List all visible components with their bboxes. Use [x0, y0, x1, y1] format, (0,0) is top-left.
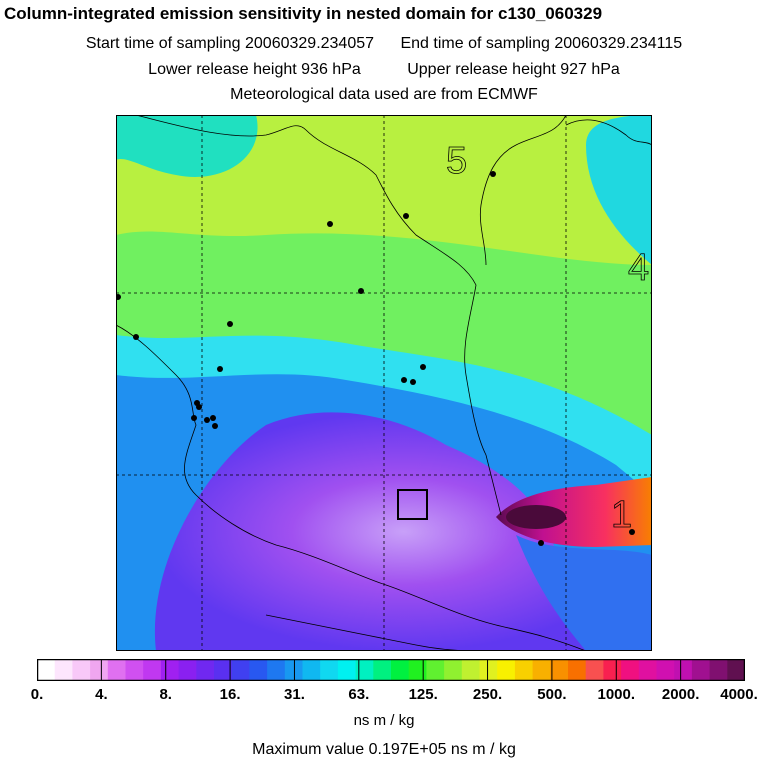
station-dot — [191, 415, 197, 421]
colorbar-swatch — [461, 659, 480, 681]
colorbar-swatch — [302, 659, 321, 681]
colorbar-frame — [37, 659, 745, 681]
colorbar-swatch — [284, 659, 303, 681]
station-dot — [204, 417, 210, 423]
colorbar-tick-label: 250. — [472, 686, 503, 703]
colorbar-swatch — [37, 659, 56, 681]
colorbar-swatch — [249, 659, 268, 681]
colorbar-swatch — [638, 659, 657, 681]
colorbar-swatch — [178, 659, 197, 681]
maximum-value: Maximum value 0.197E+05 ns m / kg — [252, 741, 516, 758]
colorbar-swatch — [267, 659, 286, 681]
colorbar-swatch — [727, 659, 745, 681]
plume-core — [506, 505, 566, 529]
station-dot — [212, 423, 218, 429]
map-label-4: 4 — [628, 247, 649, 289]
station-dot — [327, 221, 333, 227]
station-dot — [217, 366, 223, 372]
map-frame — [116, 115, 652, 651]
colorbar-tick-label: 63. — [348, 686, 370, 703]
colorbar-swatch — [391, 659, 410, 681]
colorbar-swatch — [107, 659, 126, 681]
colorbar-swatch — [444, 659, 463, 681]
station-dot — [116, 294, 121, 300]
station-dot — [227, 321, 233, 327]
field-blue-right — [516, 535, 652, 651]
colorbar-swatch — [514, 659, 534, 681]
colorbar-swatch — [125, 659, 144, 681]
colorbar-swatch — [479, 659, 498, 681]
emission-plume — [496, 477, 652, 547]
colorbar-swatch — [214, 659, 233, 681]
colorbar-swatch — [532, 659, 551, 681]
colorbar-tick-label: 2000. — [661, 686, 700, 703]
station-dot — [538, 540, 544, 546]
colorbar-tick-label: 125. — [408, 686, 438, 703]
figure-title: Column-integrated emission sensitivity i… — [4, 4, 603, 23]
colorbar-swatch — [603, 659, 622, 681]
colorbar-tick-label: 16. — [219, 686, 241, 703]
colorbar-swatch — [691, 659, 711, 681]
colorbar-tick-label: 0. — [30, 686, 44, 703]
station-dot — [490, 171, 496, 177]
met-data-source: Meteorological data used are from ECMWF — [230, 86, 538, 103]
colorbar-swatch — [656, 659, 675, 681]
release-heights: Lower release height 936 hPa Upper relea… — [0, 61, 768, 79]
map-label-1: 1 — [611, 494, 632, 536]
station-dot — [133, 334, 139, 340]
colorbar-swatch — [426, 659, 445, 681]
colorbar-tick-label: 8. — [159, 686, 172, 703]
colorbar-swatch — [674, 659, 693, 681]
station-dot — [420, 364, 426, 370]
station-dot — [358, 288, 364, 294]
field-purple-core — [154, 412, 652, 651]
station-dot — [401, 377, 407, 383]
sensitivity-map: 5 4 1 — [116, 115, 652, 651]
colorbar-swatch — [72, 659, 91, 681]
grid-lines — [116, 115, 652, 651]
field-cyan-top — [116, 115, 258, 177]
colorbar-swatch — [320, 659, 339, 681]
colorbar-swatch — [550, 659, 569, 681]
map-label-5: 5 — [446, 140, 467, 182]
lower-release-height: Lower release height 936 hPa — [148, 61, 361, 78]
colorbar-swatch — [90, 659, 109, 681]
colorbar-swatch — [337, 659, 357, 681]
station-dot — [629, 529, 635, 535]
colorbar-swatch — [373, 659, 392, 681]
start-time: Start time of sampling 20060329.234057 — [85, 35, 375, 52]
colorbar-unit: ns m / kg — [353, 712, 415, 729]
end-time: End time of sampling 20060329.234115 — [400, 35, 683, 52]
station-dot — [196, 404, 202, 410]
station-markers — [116, 171, 635, 546]
colorbar-tick-label: 1000. — [597, 686, 636, 703]
colorbar-swatch — [709, 659, 728, 681]
station-dot — [210, 415, 216, 421]
colorbar-swatch — [160, 659, 180, 681]
receptor-box — [397, 489, 428, 520]
colorbar-swatch — [408, 659, 427, 681]
colorbar-tick-label: 31. — [284, 686, 305, 703]
colorbar-tick-label: 4000. — [720, 686, 758, 703]
field-cyan-right — [586, 115, 652, 265]
colorbar — [37, 659, 745, 681]
colorbar-tick-label: 500. — [537, 686, 567, 703]
station-dot — [403, 213, 409, 219]
colorbar-swatch — [497, 659, 516, 681]
sampling-times: Start time of sampling 20060329.234057 E… — [0, 35, 768, 53]
colorbar-swatch — [585, 659, 604, 681]
station-dot — [410, 379, 416, 385]
colorbar-swatch — [231, 659, 250, 681]
colorbar-swatch — [621, 659, 640, 681]
colorbar-swatch — [143, 659, 162, 681]
colorbar-swatch — [196, 659, 215, 681]
upper-release-height: Upper release height 927 hPa — [407, 61, 620, 78]
colorbar-swatch — [568, 659, 587, 681]
colorbar-tick-label: 4. — [95, 686, 108, 703]
colorbar-swatch — [54, 659, 73, 681]
colorbar-swatch — [355, 659, 374, 681]
